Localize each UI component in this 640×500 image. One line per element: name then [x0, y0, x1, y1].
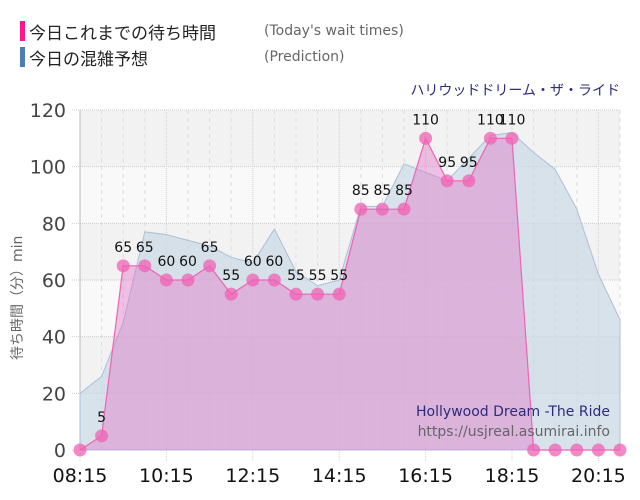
svg-text:60: 60 — [157, 254, 175, 270]
svg-text:60: 60 — [179, 254, 197, 270]
y-axis-ticks: 0 20 40 60 80 100 120 — [30, 100, 66, 462]
ride-name-en: Hollywood Dream -The Ride — [416, 404, 610, 420]
svg-text:18:15: 18:15 — [485, 465, 540, 487]
svg-text:16:15: 16:15 — [398, 465, 453, 487]
svg-text:60: 60 — [265, 254, 283, 270]
svg-text:14:15: 14:15 — [312, 465, 367, 487]
svg-text:120: 120 — [30, 100, 66, 122]
source-url: https://usjreal.asumirai.info — [418, 424, 610, 440]
svg-text:20:15: 20:15 — [571, 465, 626, 487]
svg-text:20: 20 — [42, 383, 66, 405]
svg-text:110: 110 — [499, 112, 526, 128]
x-axis-ticks: 08:15 10:15 12:15 14:15 16:15 18:15 20:15 — [53, 465, 626, 487]
today-series — [73, 131, 627, 457]
legend-today: 今日これまでの待ち時間 (Today's wait times) — [20, 18, 404, 44]
legend-prediction-jp: 今日の混雑予想 — [29, 49, 148, 70]
svg-text:85: 85 — [395, 183, 413, 199]
legend-prediction-swatch — [20, 47, 25, 67]
svg-text:55: 55 — [330, 268, 348, 284]
svg-text:65: 65 — [201, 240, 219, 256]
y-axis-label: 待ち時間（分）min — [10, 236, 26, 360]
svg-text:0: 0 — [54, 440, 66, 462]
legend: 今日これまでの待ち時間 (Today's wait times) 今日の混雑予想… — [20, 18, 404, 70]
svg-text:95: 95 — [460, 155, 478, 171]
svg-text:60: 60 — [244, 254, 262, 270]
svg-text:110: 110 — [477, 112, 504, 128]
svg-text:5: 5 — [97, 410, 106, 426]
svg-text:10:15: 10:15 — [139, 465, 194, 487]
svg-text:110: 110 — [412, 112, 439, 128]
legend-today-en: (Today's wait times) — [264, 23, 404, 39]
svg-text:55: 55 — [222, 268, 240, 284]
svg-text:100: 100 — [30, 157, 66, 179]
svg-text:40: 40 — [42, 327, 66, 349]
svg-text:08:15: 08:15 — [53, 465, 108, 487]
svg-text:60: 60 — [42, 270, 66, 292]
svg-text:12:15: 12:15 — [225, 465, 280, 487]
svg-text:65: 65 — [136, 240, 154, 256]
legend-prediction-en: (Prediction) — [264, 49, 345, 65]
svg-text:55: 55 — [309, 268, 327, 284]
svg-text:55: 55 — [287, 268, 305, 284]
svg-text:95: 95 — [438, 155, 456, 171]
svg-text:80: 80 — [42, 213, 66, 235]
ride-name-jp: ハリウッドドリーム・ザ・ライド — [410, 83, 620, 99]
legend-today-jp: 今日これまでの待ち時間 — [29, 23, 216, 44]
svg-text:65: 65 — [114, 240, 132, 256]
legend-today-swatch — [20, 21, 25, 41]
svg-text:85: 85 — [373, 183, 391, 199]
legend-prediction: 今日の混雑予想 (Prediction) — [20, 44, 404, 70]
svg-text:85: 85 — [352, 183, 370, 199]
